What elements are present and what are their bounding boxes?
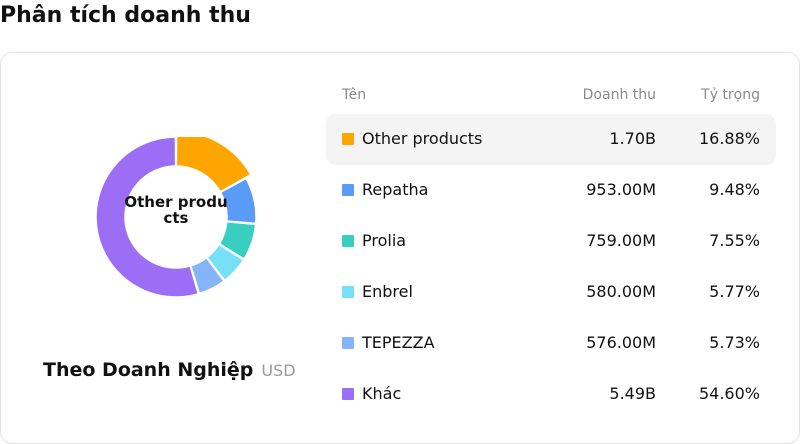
revenue-table: Other products 1.70B 16.88% Repatha 953.… (326, 114, 776, 420)
row-revenue: 759.00M (586, 231, 656, 250)
header-share: Tỷ trọng (701, 87, 760, 103)
row-share: 5.73% (709, 333, 760, 352)
table-row[interactable]: Prolia 759.00M 7.55% (326, 216, 776, 267)
header-revenue: Doanh thu (582, 87, 656, 103)
table-row[interactable]: Khác 5.49B 54.60% (326, 369, 776, 420)
row-share: 54.60% (698, 384, 760, 403)
table-header: Tên Doanh thu Tỷ trọng (326, 87, 776, 107)
donut-svg (96, 137, 256, 297)
legend-swatch (342, 286, 354, 298)
row-revenue: 1.70B (609, 129, 656, 148)
page-title: Phân tích doanh thu (0, 3, 251, 28)
header-name: Tên (342, 87, 367, 103)
row-name: Enbrel (362, 282, 413, 301)
row-revenue: 576.00M (586, 333, 656, 352)
donut-center-label: Other products (124, 193, 228, 227)
donut-slice-kh-c[interactable] (96, 137, 200, 297)
table-row[interactable]: Repatha 953.00M 9.48% (326, 165, 776, 216)
row-share: 9.48% (709, 180, 760, 199)
row-share: 5.77% (709, 282, 760, 301)
row-name: Other products (362, 129, 483, 148)
row-share: 7.55% (709, 231, 760, 250)
caption-title: Theo Doanh Nghiệp (43, 359, 254, 381)
caption-unit: USD (261, 361, 296, 380)
donut-slice-other-products[interactable] (175, 137, 252, 193)
donut-slice-repatha[interactable] (219, 177, 256, 225)
row-revenue: 580.00M (586, 282, 656, 301)
row-revenue: 953.00M (586, 180, 656, 199)
table-row[interactable]: Enbrel 580.00M 5.77% (326, 267, 776, 318)
row-name: Repatha (362, 180, 429, 199)
row-name: TEPEZZA (362, 333, 435, 352)
legend-swatch (342, 235, 354, 247)
table-row[interactable]: TEPEZZA 576.00M 5.73% (326, 318, 776, 369)
row-name: Prolia (362, 231, 407, 250)
donut-chart: Other products (96, 137, 256, 297)
table-row[interactable]: Other products 1.70B 16.88% (326, 114, 776, 165)
chart-caption: Theo Doanh Nghiệp USD (43, 359, 296, 383)
legend-swatch (342, 184, 354, 196)
legend-swatch (342, 388, 354, 400)
legend-swatch (342, 133, 354, 145)
revenue-analysis-card: Other products Theo Doanh Nghiệp USD Tên… (0, 52, 800, 444)
legend-swatch (342, 337, 354, 349)
donut-slice-prolia[interactable] (218, 220, 256, 261)
row-revenue: 5.49B (609, 384, 656, 403)
row-share: 16.88% (698, 129, 760, 148)
row-name: Khác (362, 384, 402, 403)
